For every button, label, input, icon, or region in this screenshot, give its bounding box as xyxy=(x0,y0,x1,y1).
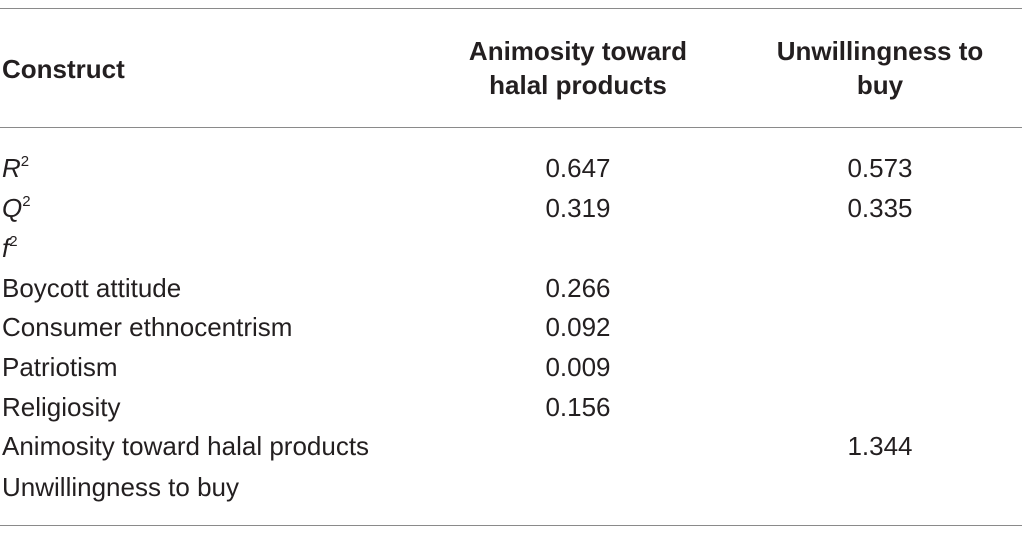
row-label-q2: Q2 xyxy=(2,193,31,223)
table-row-q2: Q2 0.319 0.335 xyxy=(0,188,1022,228)
header-unwillingness-line1: Unwillingness to xyxy=(776,36,984,66)
cell-unwillingness: 0.335 xyxy=(847,193,913,223)
table-row-patriotism: Patriotism 0.009 xyxy=(0,347,1022,387)
row-label-f2: f2 xyxy=(2,233,18,263)
header-unwillingness-line2: buy xyxy=(856,70,904,100)
table-row-consumer-ethnocentrism: Consumer ethnocentrism 0.092 xyxy=(0,307,1022,347)
cell-animosity: 0.156 xyxy=(545,392,611,422)
row-label: Religiosity xyxy=(2,392,121,422)
header-animosity-line2: halal products xyxy=(489,70,667,100)
cell-animosity: 0.647 xyxy=(545,153,611,183)
row-label: Patriotism xyxy=(2,352,118,382)
cell-animosity: 0.266 xyxy=(545,273,611,303)
row-label-r2: R2 xyxy=(2,153,30,183)
table-row-unwillingness: Unwillingness to buy xyxy=(0,467,1022,507)
row-label: Animosity toward halal products xyxy=(2,431,370,461)
cell-unwillingness: 1.344 xyxy=(847,431,913,461)
row-label: Unwillingness to buy xyxy=(2,472,240,502)
table-row-animosity: Animosity toward halal products 1.344 xyxy=(0,426,1022,466)
table-row-boycott-attitude: Boycott attitude 0.266 xyxy=(0,268,1022,308)
table-top-rule xyxy=(0,8,1022,9)
row-label: Consumer ethnocentrism xyxy=(2,312,293,342)
header-unwillingness: Unwillingness to buy xyxy=(741,34,1019,102)
table-bottom-rule xyxy=(0,525,1022,526)
table-row-f2: f2 xyxy=(0,228,1022,268)
table-header-rule xyxy=(0,127,1022,128)
row-label: Boycott attitude xyxy=(2,273,182,303)
table-row-religiosity: Religiosity 0.156 xyxy=(0,387,1022,427)
cell-animosity: 0.009 xyxy=(545,352,611,382)
header-animosity-line1: Animosity toward xyxy=(468,36,688,66)
cell-animosity: 0.092 xyxy=(545,312,611,342)
cell-animosity: 0.319 xyxy=(545,193,611,223)
header-animosity: Animosity toward halal products xyxy=(437,34,719,102)
header-construct: Construct xyxy=(2,54,125,84)
table-row-r2: R2 0.647 0.573 xyxy=(0,148,1022,188)
cell-unwillingness: 0.573 xyxy=(847,153,913,183)
